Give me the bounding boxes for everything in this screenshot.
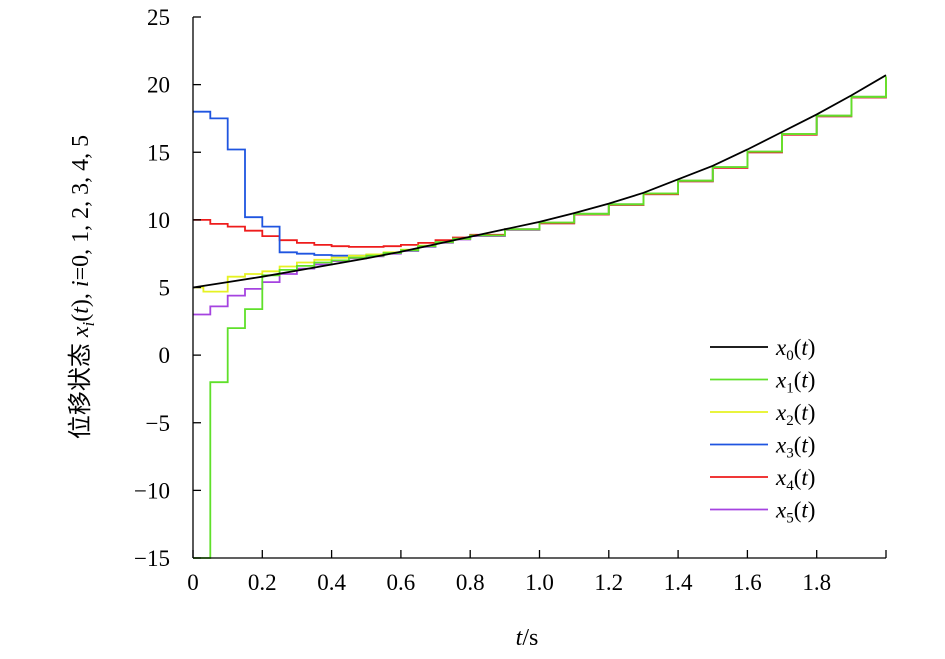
x-tick-label: 1.8 [802,570,831,595]
y-tick-label: −5 [146,411,170,436]
x-tick-label: 0.8 [456,570,485,595]
legend-label-x0: x0(t) [775,335,815,364]
y-tick-label: 25 [147,5,170,30]
y-tick-label: 15 [147,140,170,165]
x-tick-label: 0.2 [248,570,277,595]
y-tick-label: 10 [147,208,170,233]
y-axis-label-open: ( [68,314,94,322]
y-axis-label-i: i [79,321,98,326]
y-axis-label-i2: i [68,280,94,287]
legend: x0(t) x1(t) x2(t) x3(t) x4(t) x5(t) [710,335,815,527]
x-tick-label: 1.4 [664,570,693,595]
x-tick-label: 0.6 [387,570,416,595]
x-axis-label: t/s [516,625,539,651]
x-tick-label: 0 [187,570,199,595]
plot-series [192,74,887,559]
y-axis-label-t: t [68,306,94,314]
y-axis-label-prefix: 位移状态 [67,337,94,439]
y-tick-label: 0 [159,343,171,368]
legend-label-x3: x3(t) [775,433,815,462]
legend-label-x2: x2(t) [775,400,815,429]
y-tick-label: 5 [159,276,171,301]
x-tick-label: 1.0 [525,570,554,595]
series-line-x0 [192,74,887,289]
y-axis-label-values: =0, 1, 2, 3, 4, 5 [68,135,94,281]
x-tick-label: 1.2 [594,570,623,595]
series-line-x2 [193,76,887,293]
legend-label-x1: x1(t) [775,368,815,397]
x-tick-label: 1.6 [733,570,762,595]
y-axis-label: 位移状态 xi(t), i=0, 1, 2, 3, 4, 5 [67,135,98,439]
y-axis-label-x: x [68,326,94,338]
series-line-x5 [193,77,887,316]
y-tick-label: 20 [147,73,170,98]
y-axis-label-close: ), [68,287,94,307]
x-tick-label: 0.4 [317,570,346,595]
legend-label-x5: x5(t) [775,498,815,527]
x-axis-label-unit: /s [522,625,538,651]
y-tick-label: −15 [134,546,170,571]
y-ticks: −15 −10 −5 0 5 10 15 20 25 [134,5,201,571]
x-ticks: 0 0.2 0.4 0.6 0.8 1.0 1.2 1.4 1.6 1.8 [187,550,887,595]
y-tick-label: −10 [134,478,170,503]
x-axis-label-var: t [516,625,524,651]
legend-label-x4: x4(t) [775,465,815,494]
